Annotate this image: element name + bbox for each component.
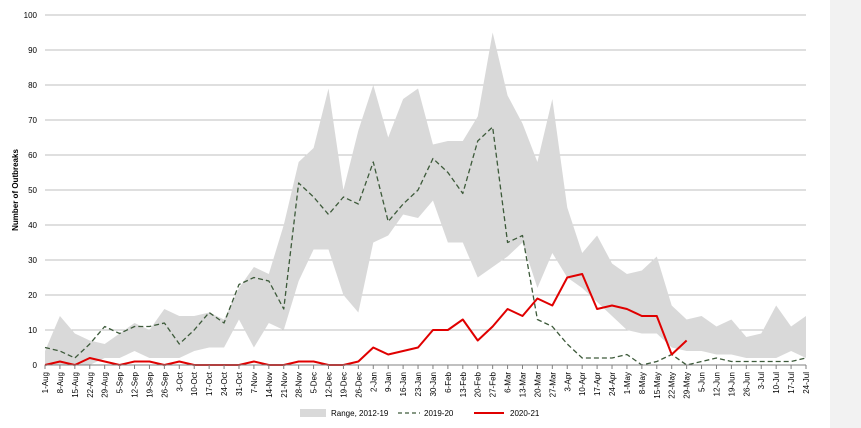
x-tick-label: 10-Oct [190, 371, 199, 396]
x-tick-label: 22-Aug [86, 372, 95, 398]
x-tick-label: 21-Nov [280, 372, 289, 398]
x-tick-label: 27-Feb [489, 371, 498, 397]
legend-range-swatch [300, 409, 326, 417]
side-panel [830, 0, 861, 428]
x-tick-label: 24-Jul [802, 372, 811, 394]
x-tick-label: 17-Oct [205, 371, 214, 396]
outbreaks-chart: 0 10 20 30 40 50 60 70 80 90 100 1-Aug 8-Aug 15-Aug 2… [11, 11, 811, 418]
y-tick-label: 80 [28, 81, 37, 90]
range-band [45, 32, 806, 365]
x-tick-label: 15-May [653, 372, 662, 399]
x-tick-label: 10-Apr [578, 372, 587, 396]
x-tick-label: 22-May [668, 372, 677, 399]
x-tick-label: 7-Nov [250, 372, 259, 393]
x-tick-label: 1-Aug [41, 372, 50, 393]
x-tick-label: 5-Sep [116, 371, 125, 393]
y-tick-label: 70 [28, 116, 37, 125]
x-tick-label: 12-Sep [131, 371, 140, 397]
x-tick-label: 14-Nov [265, 372, 274, 398]
x-tick-labels: 1-Aug 8-Aug 15-Aug 22-Aug 29-Aug 5-Sep 12-Sep 1… [41, 371, 811, 398]
legend: Range, 2012-19 2019-20 2020-21 [300, 409, 540, 418]
axes [44, 364, 807, 369]
legend-range-label: Range, 2012-19 [331, 409, 389, 418]
x-tick-label: 8-Aug [56, 372, 65, 393]
x-tick-label: 6-Feb [444, 371, 453, 392]
x-tick-label: 20-Mar [533, 372, 542, 398]
x-tick-label: 6-Mar [504, 372, 513, 393]
x-tick-label: 1-May [623, 372, 632, 394]
y-tick-label: 50 [28, 186, 37, 195]
x-tick-label: 26-Dec [354, 372, 363, 398]
y-tick-label: 0 [33, 361, 38, 370]
x-tick-label: 15-Aug [71, 372, 80, 398]
x-tick-label: 31-Oct [235, 371, 244, 396]
x-tick-label: 19-Dec [339, 372, 348, 398]
x-tick-label: 26-Jun [742, 372, 751, 396]
x-tick-label: 30-Jan [429, 372, 438, 396]
series-layer [44, 126, 807, 366]
x-tick-label: 3-Apr [563, 372, 572, 392]
x-tick-label: 3-Oct [175, 371, 184, 391]
y-tick-label: 20 [28, 291, 37, 300]
chart-area: 0 10 20 30 40 50 60 70 80 90 100 1-Aug 8-Aug 15-Aug 2… [11, 11, 811, 418]
x-tick-label: 27-Mar [548, 372, 557, 398]
series-2020-21-line [44, 273, 688, 366]
x-tick-label: 23-Jan [414, 372, 423, 396]
x-tick-label: 12-Dec [325, 372, 334, 398]
y-tick-label: 30 [28, 256, 37, 265]
y-tick-label: 90 [28, 46, 37, 55]
x-tick-label: 29-Aug [101, 372, 110, 398]
y-axis-title: Number of Outbreaks [11, 149, 20, 231]
y-tick-labels: 0 10 20 30 40 50 60 70 80 90 100 [24, 11, 38, 370]
legend-2020-21-label: 2020-21 [510, 409, 540, 418]
x-tick-label: 12-Jun [712, 372, 721, 396]
y-tick-label: 60 [28, 151, 37, 160]
x-tick-label: 24-Apr [608, 372, 617, 396]
x-tick-label: 17-Apr [593, 372, 602, 396]
x-tick-label: 2-Jan [369, 372, 378, 392]
legend-2019-20-label: 2019-20 [424, 409, 454, 418]
x-tick-label: 19-Sep [145, 371, 154, 397]
x-tick-label: 28-Nov [295, 372, 304, 398]
range-band-layer [45, 32, 806, 365]
x-tick-label: 5-Jun [698, 372, 707, 392]
x-tick-label: 16-Jan [399, 372, 408, 396]
x-tick-label: 20-Feb [474, 371, 483, 397]
x-tick-label: 26-Sep [160, 371, 169, 397]
y-tick-label: 10 [28, 326, 37, 335]
series-2019-20-line [44, 126, 807, 366]
x-tick-label: 24-Oct [220, 371, 229, 396]
x-tick-label: 19-Jun [727, 372, 736, 396]
x-tick-label: 10-Jul [772, 372, 781, 394]
x-tick-label: 13-Feb [459, 371, 468, 397]
y-tick-label: 40 [28, 221, 37, 230]
x-tick-label: 9-Jan [384, 372, 393, 392]
y-tick-label: 100 [24, 11, 38, 20]
x-tick-label: 3-Jul [757, 372, 766, 390]
x-tick-label: 13-Mar [518, 372, 527, 398]
x-tick-label: 8-May [638, 372, 647, 394]
x-tick-label: 5-Dec [310, 372, 319, 393]
x-tick-label: 29-May [683, 372, 692, 399]
x-tick-label: 17-Jul [787, 372, 796, 394]
